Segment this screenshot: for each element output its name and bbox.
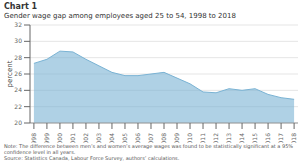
- html-text:Source: Statistics Canada, Lab: Source: Statistics Canada, Labour Force …: [4, 155, 180, 161]
- svg-text:percent: percent: [8, 60, 14, 87]
- html-text:Note: The difference between m: Note: The difference between men’s and w…: [4, 143, 294, 155]
- svg-text:2012: 2012: [212, 133, 219, 143]
- svg-text:2006: 2006: [134, 133, 141, 143]
- svg-text:2010: 2010: [186, 133, 193, 143]
- svg-text:22: 22: [14, 103, 22, 110]
- svg-text:2005: 2005: [121, 133, 128, 143]
- svg-text:2018: 2018: [290, 133, 297, 143]
- svg-text:2016: 2016: [264, 133, 271, 143]
- svg-text:2000: 2000: [56, 133, 63, 143]
- svg-text:2004: 2004: [108, 133, 115, 143]
- svg-text:2011: 2011: [199, 133, 206, 143]
- svg-text:26: 26: [14, 70, 22, 77]
- html-text:Gender wage gap among employee: Gender wage gap among employees aged 25 …: [4, 12, 236, 20]
- svg-text:32: 32: [14, 21, 22, 28]
- svg-text:28: 28: [14, 54, 22, 61]
- svg-text:2007: 2007: [147, 133, 154, 143]
- svg-text:2017: 2017: [277, 133, 284, 143]
- svg-text:30: 30: [14, 37, 22, 44]
- svg-text:2014: 2014: [238, 133, 245, 143]
- svg-text:2013: 2013: [225, 133, 232, 143]
- html-text:Chart 1: Chart 1: [4, 2, 38, 11]
- svg-text:2003: 2003: [95, 133, 102, 143]
- svg-text:20: 20: [14, 119, 22, 126]
- svg-text:2015: 2015: [251, 133, 258, 143]
- svg-text:2002: 2002: [82, 133, 89, 143]
- svg-text:1998: 1998: [30, 133, 37, 143]
- svg-text:2001: 2001: [69, 133, 76, 143]
- svg-text:2008: 2008: [160, 133, 167, 143]
- svg-text:2009: 2009: [173, 133, 180, 143]
- svg-text:24: 24: [14, 86, 22, 93]
- svg-text:1999: 1999: [43, 133, 50, 143]
